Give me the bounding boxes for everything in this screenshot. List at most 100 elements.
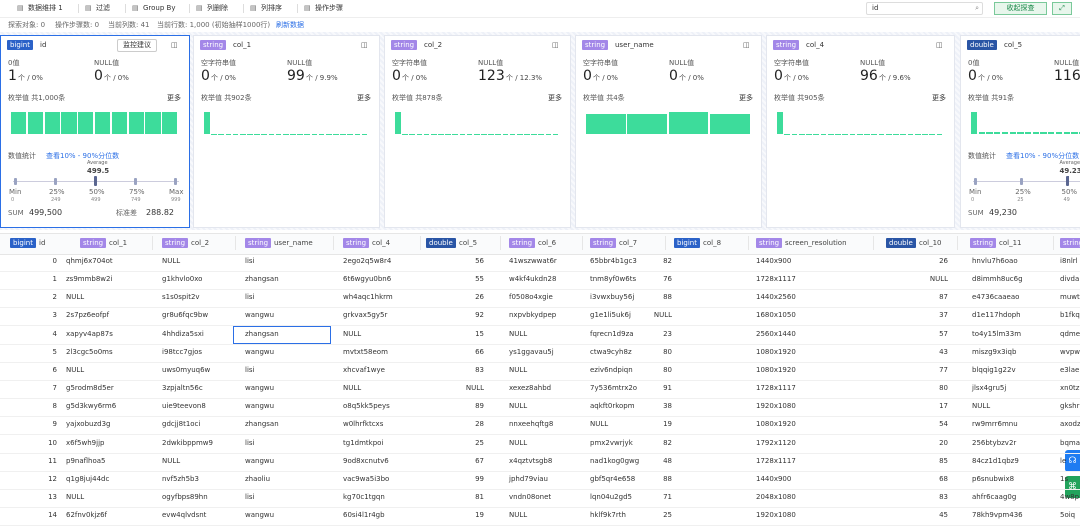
stat-count: 123 [478,68,505,84]
column-name: col_4 [806,41,825,49]
table-cell: 23 [663,329,672,338]
table-cell: NULL [509,365,528,374]
table-cell: NULL [509,511,528,520]
table-cell: NULL [590,420,609,429]
table-cell: 1080x1920 [756,347,796,356]
table-cell: 91 [663,384,672,393]
table-cell: e3lae [1060,365,1080,374]
enum-bar [777,112,783,134]
table-cell: 4 [52,329,57,338]
column-separator [582,236,583,250]
table-cell: 82 [663,438,672,447]
enum-bar [986,132,993,134]
stat-unit: 个 / 0% [784,74,809,82]
toolbar-button[interactable]: 列排序 [261,4,282,12]
toolbar-button[interactable]: 操作步骤 [315,4,343,12]
type-badge: string [590,238,617,248]
selected-cell[interactable] [233,325,331,344]
table-cell: 19 [663,420,672,429]
toolbar-icon: ▤ [17,4,24,12]
refresh-link[interactable]: 刷新数据 [276,21,304,29]
table-cell: 37 [939,311,948,320]
quantile-link[interactable]: 查看10% - 90%分位数 [1006,152,1080,160]
table-cell: w0lhrfktcxs [343,420,384,429]
column-header: col_7 [619,239,638,247]
layout-icon: ◫ [552,41,559,49]
enum-label: 枚举值 共905条 [774,94,825,102]
table-cell: 56 [475,257,484,265]
table-cell: 3zpjaltn56c [162,384,203,393]
type-badge: double [967,40,997,50]
profile-card[interactable]: string col_2 ◫ 空字符串值 0 个 / 0% NULL值 123 个 / 12.3… [384,35,571,228]
quantile-label: 50% [1061,188,1078,196]
table-cell: 82 [663,257,672,265]
profile-card[interactable]: string col_4 ◫ 空字符串值 0 个 / 0% NULL值 96 个 / 9.6% 枚… [766,35,955,228]
table-cell: lisi [245,438,255,447]
toolbar-icon: ▤ [85,4,92,12]
table-cell: aqkft0rkopm [590,402,635,411]
toolbar-button[interactable]: 过滤 [96,4,110,12]
monitor-button[interactable]: 监控建议 [117,39,157,52]
quantile-marker [1019,178,1023,185]
table-cell: 60si4l1r4gb [343,511,385,520]
table-cell: to4y15lm33m [972,329,1022,338]
column-header: col_4 [372,239,391,247]
collapse-button[interactable]: 收起探查 [994,2,1047,15]
toolbar-button[interactable]: Group By [143,4,176,12]
table-cell: NULL [972,402,991,411]
profile-card[interactable]: bigint id ◫ 监控建议 0值 1 个 / 0% NULL值 0 个 / 0% 枚举值 共1… [0,35,190,228]
quantile-link[interactable]: 查看10% - 90%分位数 [46,152,120,160]
toolbar-icon: ▤ [250,4,257,12]
table-cell: vndn08onet [509,492,552,501]
stat-count: 0 [774,68,783,84]
sum-label: SUM [968,209,984,217]
toolbar-icon: ▤ [196,4,203,12]
toolbar-separator [78,4,79,13]
enum-bar [1032,132,1039,134]
table-cell: 25 [475,438,484,447]
table-cell: 85 [939,456,948,465]
table-cell: wangwu [245,347,275,356]
search-box[interactable]: id ⌕ [866,2,983,15]
expand-button[interactable]: ⤢ [1052,2,1072,15]
table-cell: lisi [245,492,255,501]
table-cell: 66 [475,347,484,356]
table-cell: 1728x1117 [756,456,796,465]
table-cell: nnxeehqftg8 [509,420,554,429]
table-cell: divda [1060,275,1080,284]
table-cell: evw4qlvdsnt [162,511,207,520]
table-cell: 99 [475,474,484,483]
toolbar-button[interactable]: 列删除 [207,4,228,12]
more-link[interactable]: 更多 [548,94,562,102]
quantile-value: 49 [1063,197,1070,203]
table-cell: p9naflhoa5 [66,456,106,465]
toolbar-button[interactable]: 数据维排 1 [28,4,63,12]
table-cell: wh4aqc1hkrm [343,293,393,302]
help-button[interactable]: ☊ [1065,450,1080,472]
profile-card[interactable]: string user_name ◫ 空字符串值 0 个 / 0% NULL值 0 个 / 0%… [575,35,762,228]
table-cell: ogyfbps89hn [162,492,208,501]
quantile-label: 25% [49,188,65,196]
column-header: user_name [274,239,313,247]
table-cell: 19 [475,511,484,520]
more-link[interactable]: 更多 [932,94,946,102]
more-link[interactable]: 更多 [739,94,753,102]
table-cell: 48 [663,456,672,465]
quantile-label: 25% [1015,188,1031,196]
more-link[interactable]: 更多 [357,94,371,102]
table-cell: 89 [475,402,484,411]
row-line [0,307,1080,309]
table-cell: NULL [509,329,528,338]
profile-card[interactable]: string col_1 ◫ 空字符串值 0 个 / 0% NULL值 99 个 / 9.9% 枚… [193,35,380,228]
table-cell: 17 [939,402,948,411]
average-value: 49.23 [1059,167,1080,175]
column-name: col_1 [233,41,252,49]
chat-button[interactable]: ⌘ [1065,476,1080,498]
enum-bar [1055,132,1063,134]
stat-unit: 个 / 0% [18,74,43,82]
table-cell: NULL [343,384,362,393]
more-link[interactable]: 更多 [167,94,181,102]
table-cell: yajxobuzd3g [66,420,111,429]
enum-bar [1040,132,1047,134]
